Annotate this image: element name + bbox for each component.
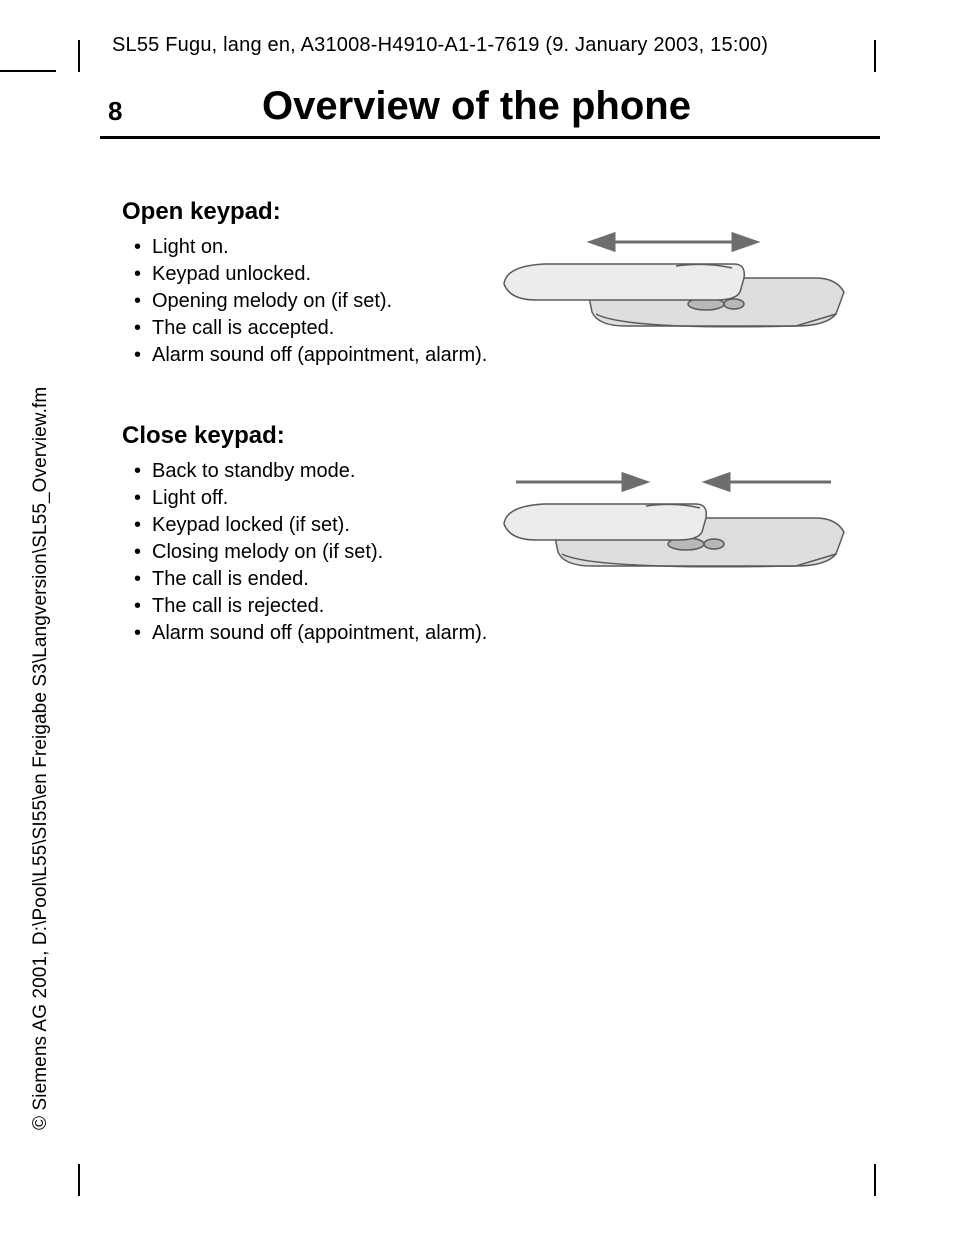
crop-mark-top-left <box>78 40 80 72</box>
phone-close-icon <box>496 462 856 582</box>
title-underline <box>100 136 880 139</box>
crop-mark-top-right <box>874 40 876 72</box>
page-title: Overview of the phone <box>262 84 691 129</box>
list-item: The call is rejected. <box>134 593 882 620</box>
open-keypad-illustration <box>496 222 856 342</box>
sidebar-copyright: © Siemens AG 2001, D:\Pool\L55\SI55\en F… <box>30 387 52 1130</box>
crop-mark-bottom-right <box>874 1164 876 1196</box>
close-keypad-heading: Close keypad: <box>122 422 882 450</box>
list-item: Alarm sound off (appointment, alarm). <box>134 620 882 647</box>
crop-rule-top-left <box>0 70 56 72</box>
close-keypad-illustration <box>496 462 856 582</box>
running-head: SL55 Fugu, lang en, A31008-H4910-A1-1-76… <box>112 34 768 57</box>
list-item: Alarm sound off (appointment, alarm). <box>134 342 882 369</box>
page-number: 8 <box>108 96 122 127</box>
document-page: SL55 Fugu, lang en, A31008-H4910-A1-1-76… <box>0 0 954 1246</box>
crop-mark-bottom-left <box>78 1164 80 1196</box>
phone-open-icon <box>496 222 856 342</box>
